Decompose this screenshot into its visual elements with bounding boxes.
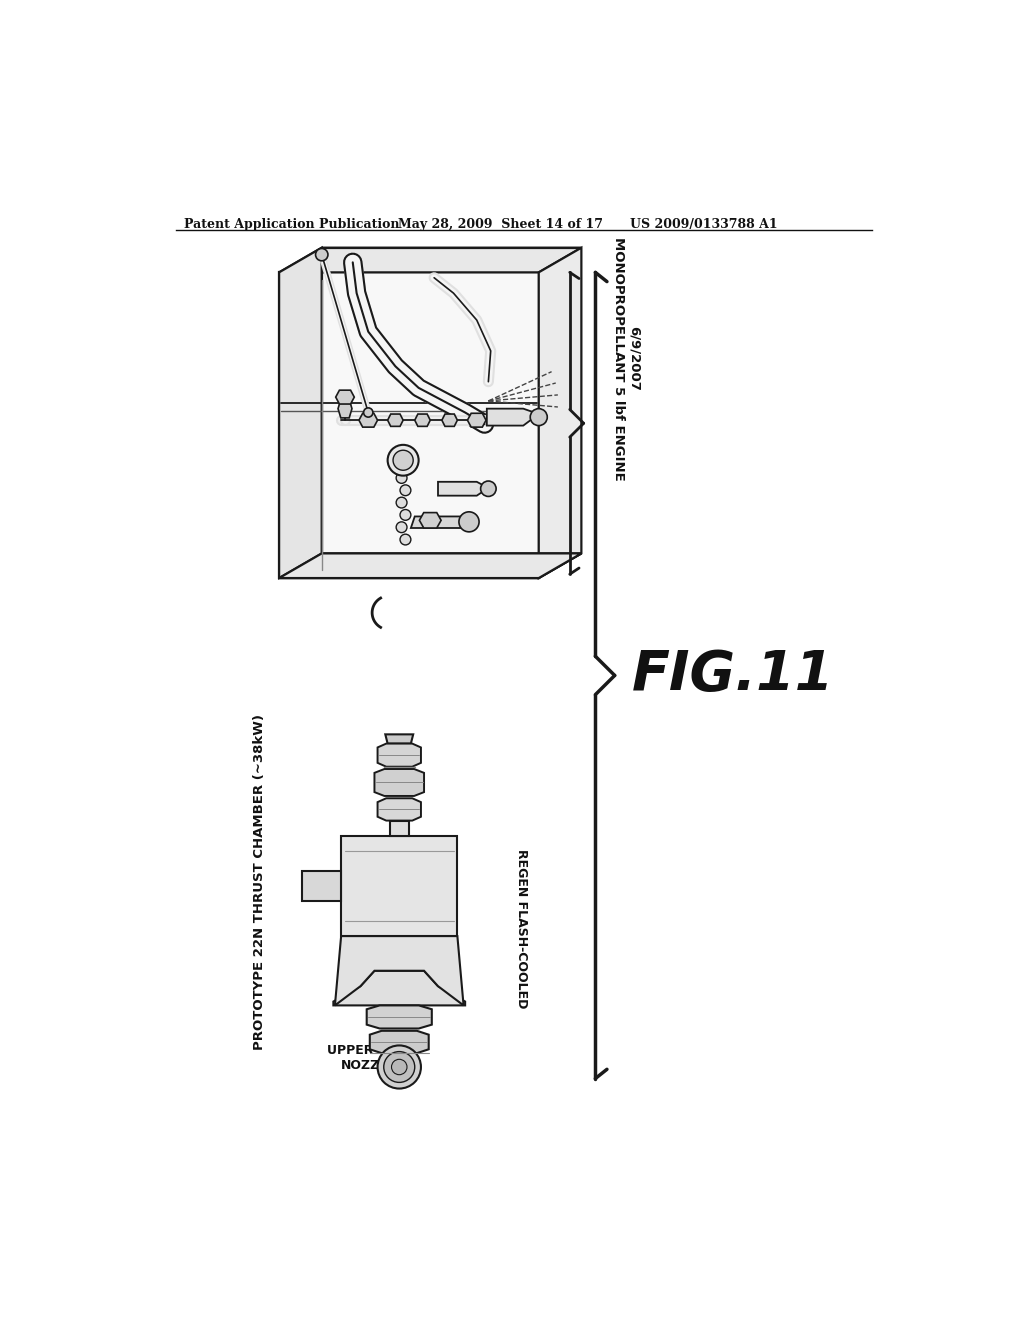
- Polygon shape: [438, 482, 488, 496]
- Polygon shape: [334, 970, 465, 1006]
- Circle shape: [364, 408, 373, 417]
- Polygon shape: [302, 871, 341, 902]
- Polygon shape: [280, 553, 582, 578]
- Polygon shape: [341, 836, 458, 936]
- Text: PROTOTYPE 22N THRUST CHAMBER (~38kW): PROTOTYPE 22N THRUST CHAMBER (~38kW): [253, 714, 266, 1051]
- Polygon shape: [336, 391, 354, 404]
- Text: FIG.11: FIG.11: [632, 648, 835, 702]
- Polygon shape: [390, 821, 409, 836]
- Polygon shape: [378, 799, 421, 821]
- Circle shape: [384, 1052, 415, 1082]
- Text: Patent Application Publication: Patent Application Publication: [183, 218, 399, 231]
- Polygon shape: [415, 414, 430, 426]
- Polygon shape: [411, 516, 465, 528]
- Circle shape: [396, 498, 407, 508]
- Circle shape: [400, 535, 411, 545]
- Circle shape: [530, 409, 547, 425]
- Circle shape: [393, 450, 414, 470]
- Polygon shape: [280, 248, 582, 272]
- Text: US 2009/0133788 A1: US 2009/0133788 A1: [630, 218, 778, 231]
- Polygon shape: [378, 743, 421, 767]
- Polygon shape: [467, 413, 486, 428]
- Circle shape: [400, 510, 411, 520]
- Polygon shape: [341, 936, 458, 970]
- Polygon shape: [370, 1031, 429, 1053]
- Circle shape: [391, 1059, 407, 1074]
- Circle shape: [388, 445, 419, 475]
- Polygon shape: [385, 734, 414, 743]
- Circle shape: [459, 512, 479, 532]
- Text: UPPER EXIT
NOZZLE: UPPER EXIT NOZZLE: [328, 1044, 410, 1072]
- Polygon shape: [335, 936, 464, 1006]
- Polygon shape: [420, 512, 441, 528]
- Text: May 28, 2009  Sheet 14 of 17: May 28, 2009 Sheet 14 of 17: [397, 218, 603, 231]
- Text: 6/9/2007: 6/9/2007: [628, 326, 641, 391]
- Circle shape: [315, 248, 328, 261]
- Polygon shape: [388, 414, 403, 426]
- Text: REGEN FLASH-COOLED: REGEN FLASH-COOLED: [515, 849, 528, 1008]
- Polygon shape: [280, 272, 539, 578]
- Polygon shape: [359, 413, 378, 428]
- Polygon shape: [539, 248, 582, 578]
- Polygon shape: [442, 414, 458, 426]
- Polygon shape: [375, 770, 424, 796]
- Text: MONOPROPELLANT 5 lbf ENGINE: MONOPROPELLANT 5 lbf ENGINE: [612, 236, 626, 480]
- Polygon shape: [338, 400, 352, 418]
- Circle shape: [378, 1045, 421, 1089]
- Circle shape: [396, 473, 407, 483]
- Circle shape: [400, 484, 411, 495]
- Polygon shape: [280, 553, 582, 578]
- Polygon shape: [486, 409, 539, 425]
- Circle shape: [480, 480, 496, 496]
- Polygon shape: [367, 1006, 432, 1028]
- Polygon shape: [280, 248, 322, 578]
- Circle shape: [396, 521, 407, 532]
